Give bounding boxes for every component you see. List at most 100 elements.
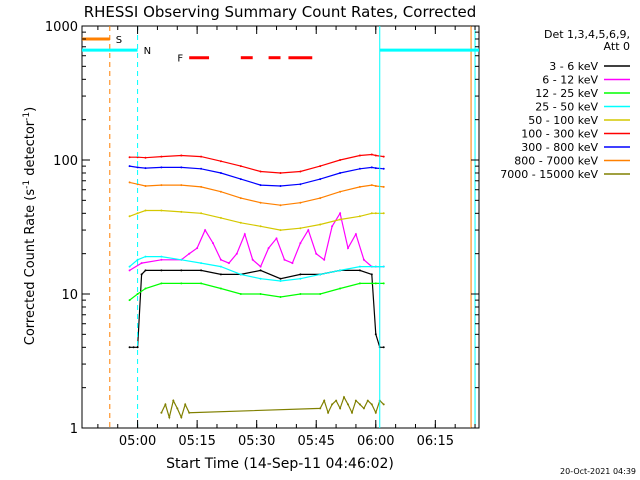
series-point-1 — [299, 242, 302, 245]
series-point-3 — [382, 265, 385, 268]
series-point-1 — [347, 247, 349, 250]
series-point-7 — [299, 201, 302, 204]
series-point-2 — [144, 287, 147, 290]
series-point-4 — [160, 209, 163, 212]
series-point-3 — [180, 258, 183, 261]
series-point-3 — [259, 277, 262, 280]
series-point-7 — [144, 185, 147, 187]
series-point-4 — [144, 209, 147, 212]
series-point-0 — [140, 273, 143, 276]
plot-area: S N F 1 10 100 1000 05:00 05:15 05:30 05:45 06:00 0… — [45, 20, 480, 449]
series-point-8 — [374, 411, 377, 414]
series-point-2 — [339, 287, 342, 290]
series-point-3 — [339, 269, 342, 272]
series-point-1 — [212, 242, 214, 245]
series-point-6 — [370, 166, 373, 169]
series-point-0 — [180, 269, 183, 272]
series-point-7 — [180, 184, 183, 187]
series-point-1 — [196, 247, 199, 250]
series-point-7 — [239, 197, 242, 200]
series-point-7 — [128, 181, 131, 184]
series-point-4 — [279, 229, 282, 232]
series-point-5 — [200, 155, 203, 158]
series-point-4 — [319, 223, 322, 226]
flag-label-3: F — [177, 54, 183, 65]
series-point-8 — [351, 411, 353, 414]
series-line-7 — [129, 181, 384, 206]
series-point-1 — [259, 265, 262, 268]
legend-label-8: 7000 - 15000 keV — [500, 168, 598, 181]
series-point-7 — [160, 184, 163, 187]
series-point-2 — [259, 293, 262, 295]
series-point-2 — [370, 282, 373, 285]
series-point-8 — [347, 403, 349, 406]
series-point-4 — [136, 212, 139, 215]
series-point-4 — [382, 212, 385, 215]
x-tick-label: 05:15 — [178, 434, 215, 449]
series-point-1 — [160, 258, 163, 261]
series-point-2 — [219, 287, 222, 290]
y-axis-label: Corrected Count Rate (s-1 detector-1) — [22, 107, 38, 345]
series-point-8 — [176, 407, 179, 410]
series-line-8 — [160, 395, 385, 420]
series-point-1 — [235, 252, 238, 255]
series-point-8 — [168, 416, 171, 419]
series-line-4 — [129, 209, 384, 231]
series-point-7 — [279, 204, 282, 207]
series-point-1 — [227, 262, 230, 265]
series-point-8 — [370, 403, 373, 406]
x-tick-label: 06:00 — [357, 434, 394, 449]
x-tick-label: 06:15 — [417, 434, 454, 449]
series-point-0 — [279, 277, 282, 280]
series-point-8 — [319, 407, 322, 410]
series-point-0 — [259, 269, 262, 272]
series-point-4 — [239, 221, 242, 224]
series-point-7 — [374, 185, 377, 187]
series-point-4 — [200, 212, 203, 215]
series-point-5 — [358, 154, 361, 157]
series-point-1 — [204, 229, 207, 232]
series-point-4 — [259, 225, 262, 228]
series-point-8 — [382, 403, 385, 406]
y-tick-label: 1 — [70, 422, 78, 437]
ticks-layer: 1 10 100 1000 05:00 05:15 05:30 05:45 06:00 06:15 — [45, 20, 479, 449]
series-point-3 — [219, 265, 222, 268]
series-point-8 — [180, 416, 183, 419]
series-point-1 — [315, 252, 318, 255]
series-point-4 — [180, 210, 183, 213]
series-point-8 — [172, 399, 175, 402]
series-point-8 — [160, 411, 163, 414]
series-point-6 — [160, 166, 163, 169]
series-point-5 — [128, 156, 131, 159]
series-line-2 — [129, 282, 384, 301]
series-point-3 — [160, 255, 163, 258]
series-point-5 — [339, 159, 342, 161]
series-point-6 — [128, 165, 131, 168]
series-point-8 — [184, 403, 187, 406]
series-point-5 — [259, 170, 262, 173]
series-point-2 — [374, 282, 377, 285]
series-point-2 — [136, 293, 139, 295]
series-point-2 — [299, 293, 302, 295]
legend-label-1: 6 - 12 keV — [542, 74, 598, 87]
series-point-5 — [374, 154, 377, 157]
series-point-0 — [200, 269, 203, 272]
series-point-1 — [354, 233, 357, 236]
series-point-5 — [319, 165, 322, 168]
series-point-3 — [299, 277, 302, 280]
series-point-7 — [219, 190, 222, 193]
series-point-1 — [251, 258, 254, 261]
plot-frame — [81, 25, 480, 429]
series-point-0 — [160, 269, 163, 272]
series-point-4 — [128, 215, 131, 218]
series-point-1 — [243, 233, 246, 236]
series-point-5 — [219, 160, 222, 163]
series-point-6 — [200, 167, 203, 170]
series-point-2 — [279, 296, 282, 298]
series-point-5 — [160, 155, 163, 158]
legend-label-4: 50 - 100 keV — [528, 114, 598, 127]
series-point-1 — [323, 258, 326, 261]
